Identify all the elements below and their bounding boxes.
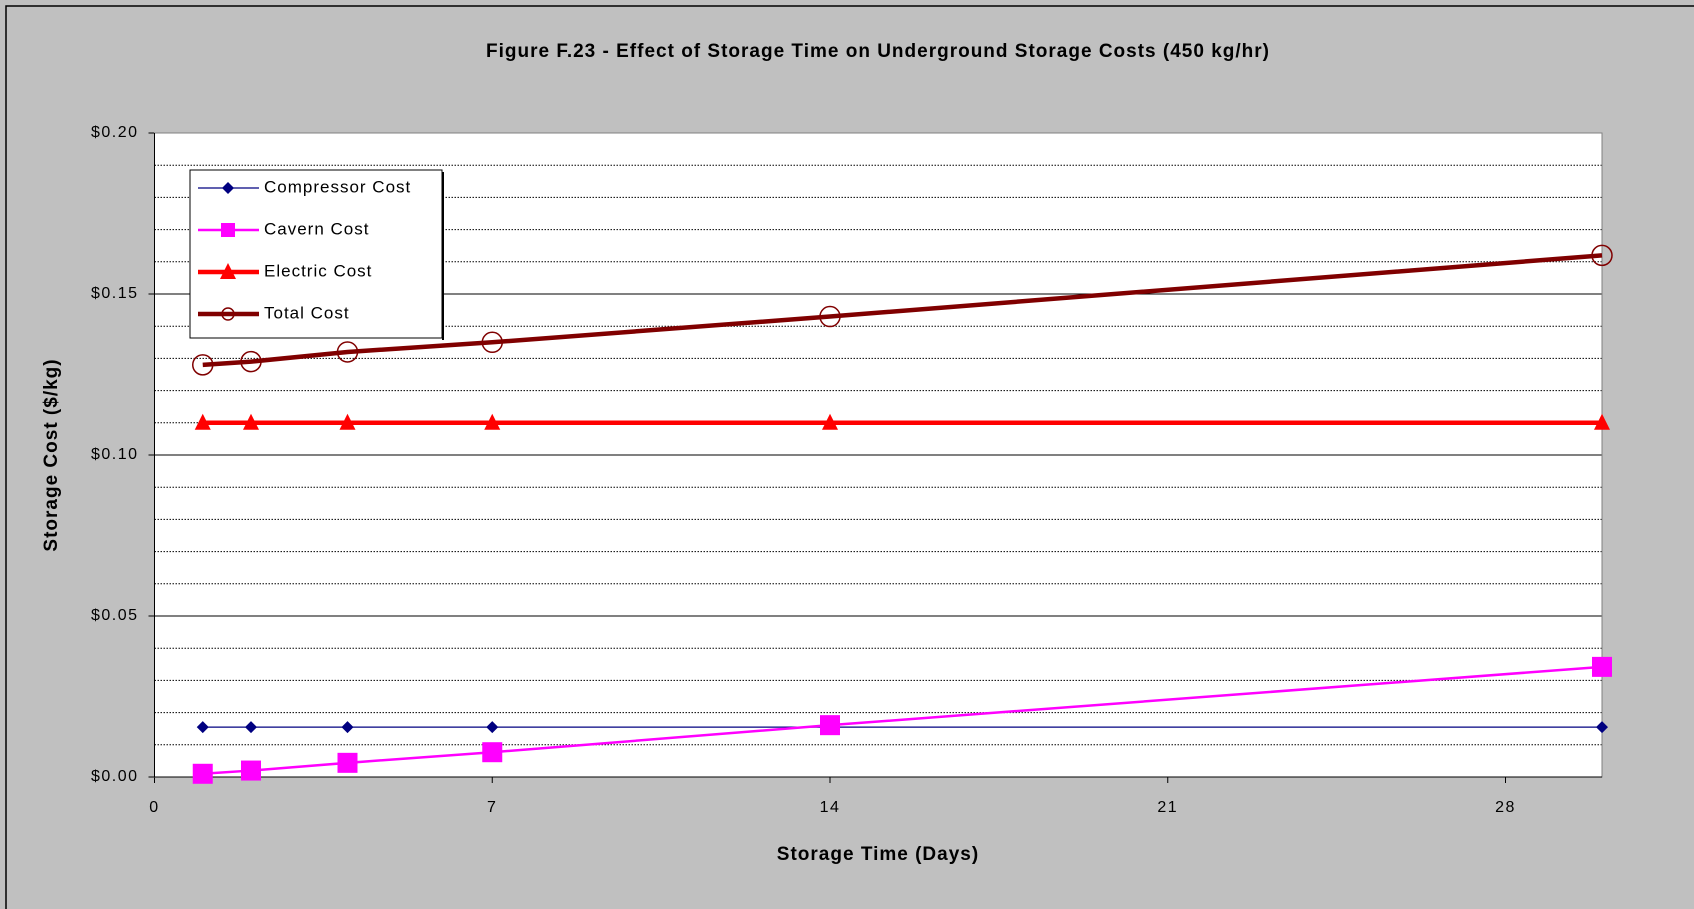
- marker: [486, 721, 499, 734]
- marker: [245, 721, 257, 734]
- marker: [192, 763, 213, 784]
- y-tick-label: $0.20: [91, 124, 139, 141]
- legend-shadow: [442, 172, 444, 340]
- x-tick-label: 21: [1157, 799, 1178, 816]
- marker: [337, 752, 358, 773]
- marker: [822, 413, 838, 430]
- chart-title: Figure F.23 - Effect of Storage Time on …: [486, 41, 1270, 62]
- legend-label: Electric Cost: [264, 261, 372, 280]
- marker: [243, 413, 259, 430]
- y-tick-label: $0.10: [91, 446, 139, 463]
- marker: [341, 721, 354, 734]
- marker: [820, 715, 840, 736]
- marker: [222, 182, 234, 194]
- legend-label: Cavern Cost: [264, 219, 369, 238]
- x-tick-label: 7: [487, 799, 497, 816]
- legend-label: Total Cost: [264, 303, 350, 322]
- y-tick-label: $0.00: [91, 768, 139, 785]
- legend: Compressor Cost Cavern Cost Electric Cost T…: [189, 169, 444, 340]
- marker: [221, 307, 235, 321]
- marker: [194, 413, 211, 430]
- marker: [482, 742, 503, 763]
- series-line: [202, 253, 1603, 368]
- x-tick-label: 0: [149, 799, 159, 816]
- x-axis-title: Storage Time (Days): [777, 844, 979, 865]
- marker: [241, 760, 261, 781]
- marker: [481, 331, 503, 354]
- marker: [1592, 656, 1612, 677]
- legend-label: Compressor Cost: [264, 177, 411, 196]
- marker: [1594, 413, 1610, 430]
- marker: [220, 263, 236, 279]
- marker: [484, 413, 501, 430]
- marker: [196, 721, 209, 734]
- marker: [1596, 721, 1608, 734]
- marker: [339, 413, 356, 430]
- marker: [1591, 244, 1613, 267]
- marker: [221, 223, 235, 237]
- y-axis-title: Storage Cost ($/kg): [41, 358, 62, 551]
- marker: [819, 305, 841, 328]
- x-tick-label: 14: [820, 799, 841, 816]
- marker: [192, 354, 214, 376]
- y-tick-label: $0.15: [91, 285, 139, 302]
- x-tick-label: 28: [1495, 799, 1516, 816]
- marker: [336, 341, 359, 363]
- y-tick-label: $0.05: [91, 607, 139, 624]
- marker: [240, 350, 262, 373]
